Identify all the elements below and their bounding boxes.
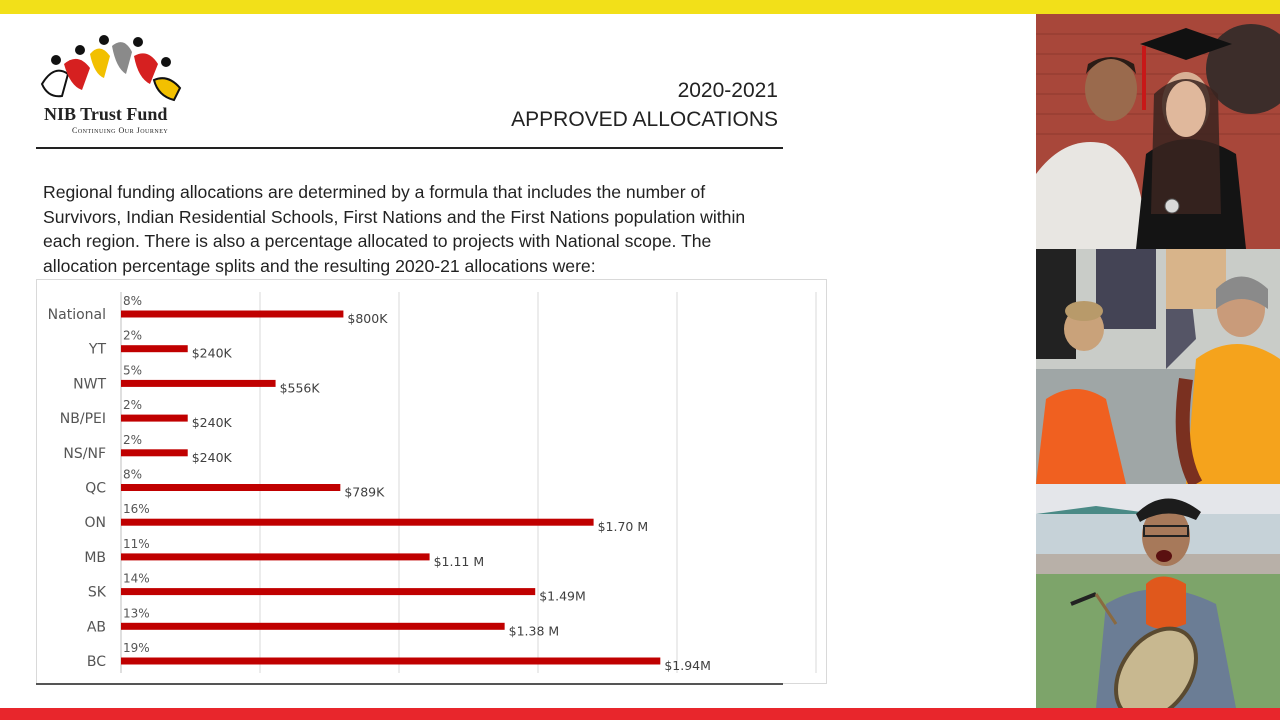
bar-qc <box>121 484 341 491</box>
bar-bc <box>121 657 661 665</box>
value-label: $556K <box>280 380 321 395</box>
category-label: AB <box>87 619 106 635</box>
graduation-photo <box>1036 14 1280 249</box>
logo-figures-icon <box>40 35 182 102</box>
value-label: $1.49M <box>539 589 586 604</box>
percent-label: 2% <box>123 398 142 412</box>
category-label: QC <box>85 481 106 497</box>
category-label: National <box>48 307 106 323</box>
category-label: MB <box>84 550 106 566</box>
value-label: $1.38 M <box>509 623 560 638</box>
percent-label: 2% <box>123 433 142 447</box>
category-label: YT <box>88 342 107 358</box>
percent-label: 14% <box>123 572 150 586</box>
percent-label: 8% <box>123 294 142 308</box>
value-label: $1.70 M <box>598 519 649 534</box>
page-title-year: 2020-2021 <box>677 79 778 102</box>
logo-name: NIB Trust Fund <box>44 104 168 124</box>
description-paragraph: Regional funding allocations are determi… <box>43 182 746 276</box>
allocation-chart: National 8% $800K YT 2% $240K NWT 5% $556K NB/PEI… <box>36 279 827 684</box>
page-title: 2020-2021 APPROVED ALLOCATIONS <box>511 76 778 134</box>
bar-sk <box>121 588 536 596</box>
category-label: SK <box>88 585 107 601</box>
bottom-divider <box>36 683 783 685</box>
bottom-accent-bar <box>0 708 1280 720</box>
percent-label: 16% <box>123 502 150 516</box>
category-label: NS/NF <box>63 446 106 462</box>
page-title-text: APPROVED ALLOCATIONS <box>511 108 778 131</box>
bar-on <box>121 518 594 526</box>
bar-ns-nf <box>121 449 188 457</box>
value-label: $240K <box>192 450 233 465</box>
bar-national <box>121 310 344 318</box>
percent-label: 13% <box>123 606 150 620</box>
category-label: NWT <box>73 376 106 392</box>
bar-yt <box>121 345 188 353</box>
category-label: NB/PEI <box>60 411 106 427</box>
value-label: $1.11 M <box>434 554 485 569</box>
value-label: $789K <box>344 485 385 500</box>
circle-dance-photo <box>1036 249 1280 484</box>
percent-label: 2% <box>123 329 142 343</box>
bar-nwt <box>121 379 276 387</box>
bar-nb-pei <box>121 414 188 422</box>
percent-label: 19% <box>123 641 150 655</box>
drummer-photo <box>1036 484 1280 708</box>
logo-tagline: Continuing Our Journey <box>72 126 169 135</box>
value-label: $240K <box>192 346 233 361</box>
category-label: BC <box>87 654 106 670</box>
percent-label: 5% <box>123 363 142 377</box>
top-accent-bar <box>0 0 1280 14</box>
value-label: $240K <box>192 415 233 430</box>
bar-mb <box>121 553 430 561</box>
value-label: $800K <box>347 311 388 326</box>
nib-trust-fund-logo: NIB Trust Fund Continuing Our Journey <box>34 34 190 142</box>
percent-label: 11% <box>123 537 150 551</box>
header-divider <box>36 147 783 149</box>
value-label: $1.94M <box>664 658 711 673</box>
bar-ab <box>121 622 505 630</box>
category-label: ON <box>85 515 107 531</box>
allocation-bar-chart: National 8% $800K YT 2% $240K NWT 5% $556K NB/PEI… <box>48 292 817 673</box>
percent-label: 8% <box>123 468 142 482</box>
